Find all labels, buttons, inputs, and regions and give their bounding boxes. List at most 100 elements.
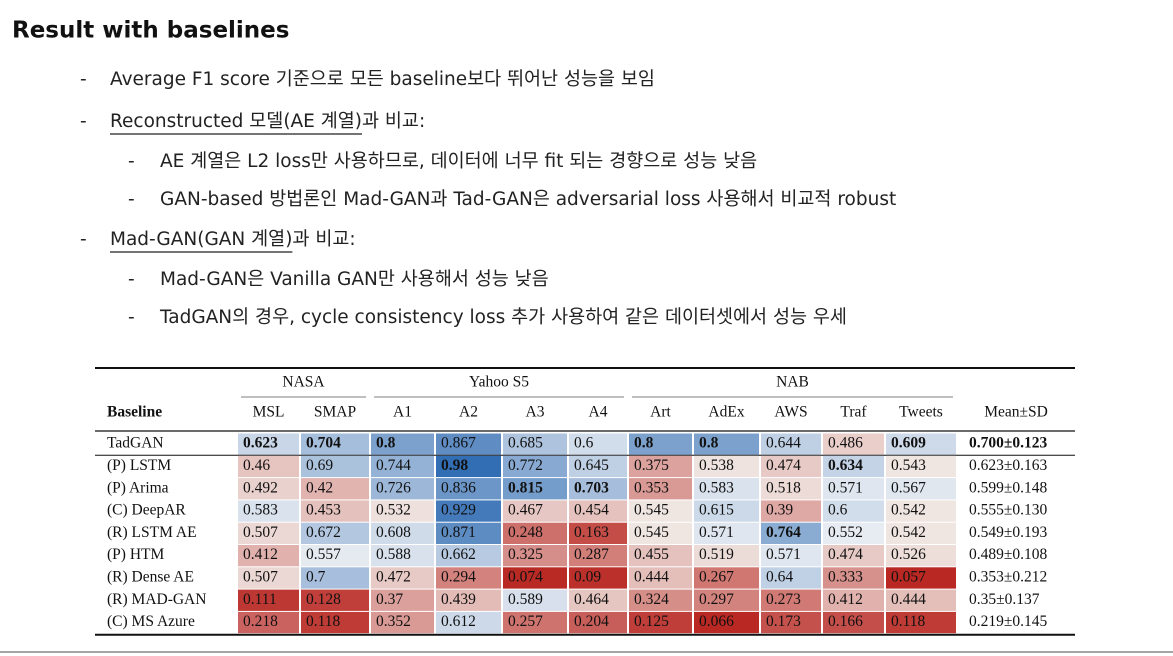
row-name: (P) LSTM	[107, 457, 171, 474]
cell-value: 0.444	[891, 591, 926, 608]
heat-cell	[436, 455, 501, 478]
bullet-dash: -	[80, 111, 87, 132]
row-name: (R) MAD-GAN	[107, 591, 206, 608]
column-header: Tweets	[899, 404, 943, 421]
heat-cell	[569, 567, 627, 589]
bullet-text: AE 계열은 L2 loss만 사용하므로, 데이터에 너무 fit 되는 경향…	[160, 151, 757, 172]
cell-value: 0.519	[699, 546, 734, 563]
cell-value: 0.492	[243, 479, 278, 496]
mean-sd: 0.353±0.212	[969, 569, 1047, 586]
heat-cell	[238, 433, 299, 455]
heat-cell	[301, 589, 369, 611]
cell-value: 0.8	[699, 435, 719, 452]
cell-value: 0.412	[243, 546, 278, 563]
cell-value: 0.571	[766, 546, 801, 563]
cell-value: 0.615	[699, 502, 734, 519]
bullet-underlined: Mad-GAN(GAN 계열)	[110, 229, 292, 250]
cell-value: 0.37	[376, 591, 403, 608]
bullet-dash: -	[80, 229, 87, 250]
bullet-text: 과 비교:	[292, 229, 355, 250]
cell-value: 0.166	[828, 613, 863, 630]
cell-value: 0.464	[574, 591, 609, 608]
bullet-dash: -	[80, 69, 87, 90]
cell-value: 0.6	[574, 435, 594, 452]
heat-cell	[629, 545, 692, 567]
heat-cell	[301, 567, 369, 589]
heat-cell	[371, 589, 434, 611]
cell-value: 0.929	[441, 502, 476, 519]
cell-value: 0.474	[828, 546, 863, 563]
row-name: (R) Dense AE	[107, 569, 194, 586]
heat-cell	[886, 433, 956, 455]
heat-cell	[629, 567, 692, 589]
row-name: (C) MS Azure	[107, 613, 195, 630]
cell-value: 0.571	[828, 479, 863, 496]
cell-value: 0.672	[306, 524, 341, 541]
heat-cell	[238, 589, 299, 611]
heat-cell	[886, 545, 956, 567]
cell-value: 0.744	[376, 457, 411, 474]
cell-value: 0.118	[891, 613, 926, 630]
cell-value: 0.543	[891, 457, 926, 474]
cell-value: 0.542	[891, 502, 926, 519]
column-header: A4	[589, 404, 608, 421]
cell-value: 0.662	[441, 546, 476, 563]
heat-cell	[761, 611, 821, 634]
heat-cell	[371, 500, 434, 522]
cell-value: 0.612	[441, 613, 476, 630]
cell-value: 0.218	[243, 613, 278, 630]
cell-value: 0.557	[306, 546, 341, 563]
cell-value: 0.532	[376, 502, 411, 519]
column-header: AWS	[774, 404, 807, 421]
heat-cell	[371, 478, 434, 500]
heat-cell	[694, 500, 759, 522]
cell-value: 0.623	[243, 435, 278, 452]
heat-cell	[238, 611, 299, 634]
heat-cell	[436, 478, 501, 500]
cell-value: 0.128	[306, 591, 341, 608]
row-name: (C) DeepAR	[107, 502, 186, 519]
cell-value: 0.267	[699, 569, 734, 586]
cell-value: 0.353	[634, 479, 669, 496]
bullet-text: Average F1 score 기준으로 모든 baseline보다 뛰어난 …	[110, 69, 655, 90]
heat-cell	[694, 611, 759, 634]
row-name: (P) Arima	[107, 479, 169, 496]
cell-value: 0.685	[508, 435, 543, 452]
heat-cell	[694, 522, 759, 544]
cell-value: 0.871	[441, 524, 476, 541]
heat-cell	[823, 433, 884, 455]
heat-cell	[238, 478, 299, 500]
heat-cell	[371, 545, 434, 567]
cell-value: 0.69	[306, 457, 333, 474]
cell-value: 0.257	[508, 613, 543, 630]
cell-value: 0.204	[574, 613, 609, 630]
row-name: (P) HTM	[107, 546, 164, 563]
cell-value: 0.764	[766, 524, 801, 541]
heat-cell	[694, 478, 759, 500]
cell-value: 0.583	[699, 479, 734, 496]
column-header: Mean±SD	[984, 404, 1048, 421]
heat-cell	[761, 589, 821, 611]
heat-cell	[301, 522, 369, 544]
heat-cell	[886, 567, 956, 589]
cell-value: 0.64	[766, 569, 793, 586]
cell-value: 0.375	[634, 457, 669, 474]
cell-value: 0.325	[508, 546, 543, 563]
heat-cell	[629, 433, 692, 455]
heat-cell	[629, 455, 692, 478]
heat-cell	[238, 500, 299, 522]
heat-cell	[569, 455, 627, 478]
heat-cell	[823, 545, 884, 567]
heat-cell	[301, 433, 369, 455]
cell-value: 0.571	[699, 524, 734, 541]
column-header: Baseline	[107, 404, 162, 421]
bullet-text: GAN-based 방법론인 Mad-GAN과 Tad-GAN은 adversa…	[160, 189, 896, 210]
heat-cell	[569, 500, 627, 522]
cell-value: 0.8	[376, 435, 396, 452]
heat-cell	[371, 611, 434, 634]
cell-value: 0.352	[376, 613, 411, 630]
heat-cell	[436, 567, 501, 589]
cell-value: 0.173	[766, 613, 801, 630]
heat-cell	[503, 545, 567, 567]
cell-value: 0.567	[891, 479, 926, 496]
